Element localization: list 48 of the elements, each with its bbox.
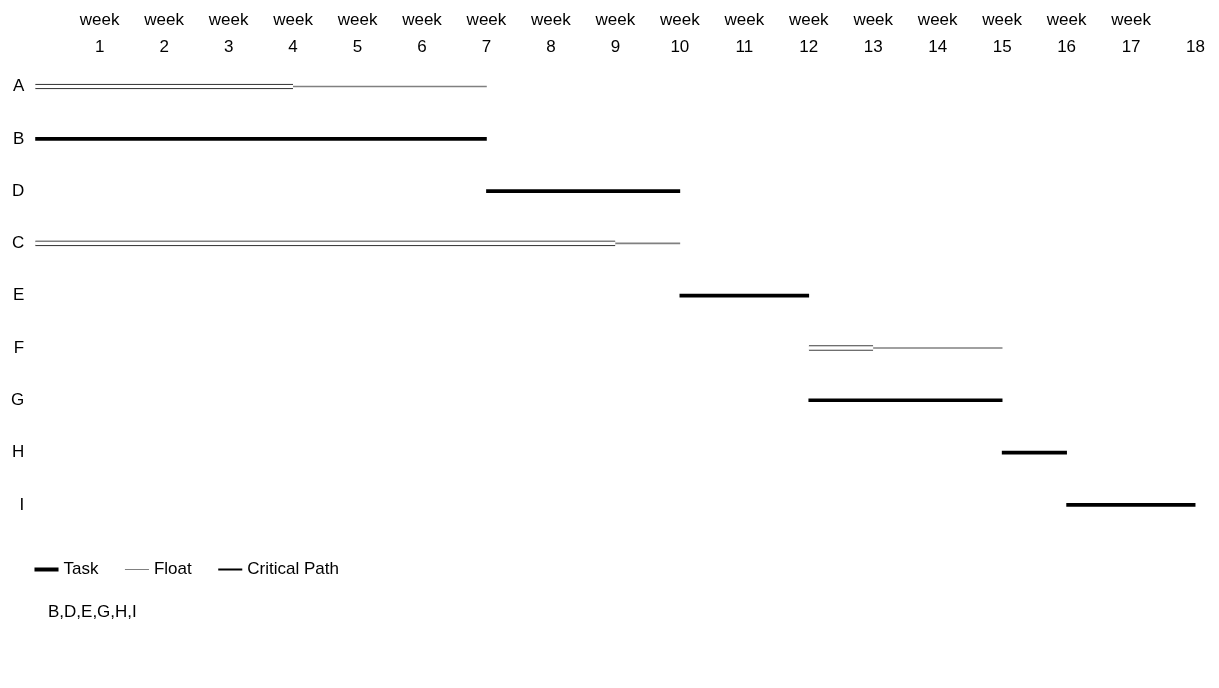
text: week: [144, 10, 184, 30]
y-tick-label: F: [13, 337, 25, 357]
x-tick-label: 15: [992, 36, 1012, 56]
x-tick-label: 1: [94, 36, 105, 56]
y-tick-label: I: [19, 494, 25, 514]
x-tick-label: 9: [610, 36, 621, 56]
text: week: [531, 10, 571, 30]
text: week: [724, 10, 765, 30]
y-tick-label: D: [11, 180, 25, 200]
text: week: [917, 10, 958, 30]
x-tick-label: 12: [799, 36, 819, 56]
y-tick-label: H: [11, 442, 25, 462]
x-tick-label: 13: [863, 36, 883, 56]
legend-label: Critical Path: [247, 559, 339, 579]
text: week: [337, 10, 378, 30]
x-tick-label: 11: [735, 36, 754, 56]
x-tick-label: 2: [159, 36, 169, 56]
x-tick-label: 18: [1186, 36, 1206, 56]
text: week: [595, 10, 636, 30]
text: week: [402, 10, 442, 30]
text: week: [273, 10, 313, 30]
x-tick-label: 10: [670, 36, 690, 56]
text: week: [466, 10, 507, 30]
x-tick-label: 6: [417, 36, 427, 56]
y-tick-label: B: [12, 128, 25, 148]
text: week: [208, 10, 249, 30]
text: week: [853, 10, 894, 30]
text: week: [788, 10, 829, 30]
y-tick-label: G: [10, 389, 25, 409]
x-tick-label: 16: [1057, 36, 1077, 56]
x-tick-label: 17: [1121, 36, 1141, 56]
x-tick-label: 14: [928, 36, 948, 56]
x-tick-label: 4: [288, 36, 298, 56]
x-tick-label: 3: [223, 36, 234, 56]
x-tick-label: 7: [481, 36, 492, 56]
text: week: [1046, 10, 1087, 30]
y-tick-label: E: [12, 285, 25, 305]
x-axis-title: week: [78, 10, 121, 30]
text: week: [982, 10, 1022, 30]
y-tick-label: A: [12, 76, 25, 96]
text: week: [660, 10, 700, 30]
x-tick-label: 8: [546, 36, 556, 56]
x-tick-label: 5: [352, 36, 363, 56]
text: week: [1111, 10, 1151, 30]
text: B,D,E,G,H,I: [48, 602, 138, 622]
legend-label: Float: [153, 559, 193, 579]
legend-label: Task: [63, 559, 99, 579]
y-tick-label: C: [11, 233, 25, 253]
